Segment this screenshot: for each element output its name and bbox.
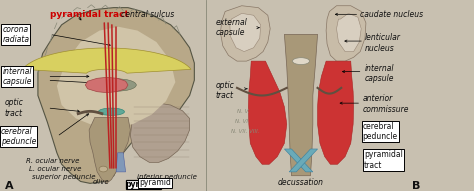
Text: lenticular
nucleus: lenticular nucleus [365,33,401,53]
Text: R. ocular nerve: R. ocular nerve [26,158,80,164]
Polygon shape [220,6,270,61]
Text: B: B [412,181,421,191]
Text: pyramid: pyramid [126,180,161,189]
Text: N. V.: N. V. [237,109,249,114]
Text: internal
capsule: internal capsule [365,64,394,83]
Polygon shape [337,13,361,52]
Text: superior peduncle: superior peduncle [32,174,96,180]
Text: cerebral
peduncle: cerebral peduncle [1,127,36,146]
Text: optic
tract: optic tract [216,81,235,100]
Polygon shape [284,34,318,176]
Polygon shape [230,13,261,52]
Polygon shape [57,27,175,128]
Polygon shape [130,103,190,162]
Text: olive: olive [92,179,109,185]
Text: A: A [5,181,13,191]
Text: decussation: decussation [277,178,323,188]
Text: pyramidal tract: pyramidal tract [50,10,128,19]
Text: external
capsule: external capsule [216,18,247,37]
Polygon shape [89,117,130,183]
Polygon shape [38,8,194,183]
Text: pyramid: pyramid [139,178,171,188]
Polygon shape [116,153,126,172]
FancyBboxPatch shape [126,180,161,189]
Text: anterior
commissure: anterior commissure [363,94,409,114]
Polygon shape [289,149,318,172]
Text: cerebral
peduncle: cerebral peduncle [363,122,398,142]
Text: internal
capsule: internal capsule [2,67,32,86]
Ellipse shape [99,166,108,172]
Text: N. VII. VIII.: N. VII. VIII. [231,129,260,134]
Text: central sulcus: central sulcus [121,10,174,19]
Polygon shape [318,61,354,164]
Ellipse shape [96,79,137,91]
Polygon shape [248,61,287,164]
Polygon shape [22,48,191,73]
Circle shape [292,58,310,65]
Text: inferior peduncle: inferior peduncle [137,174,197,180]
Text: L. ocular nerve: L. ocular nerve [29,166,82,172]
Text: N. VI.: N. VI. [235,119,249,124]
Text: pyramidal
tract: pyramidal tract [364,150,403,170]
Polygon shape [284,149,313,172]
Text: optic
tract: optic tract [5,98,24,118]
Polygon shape [326,6,366,61]
Text: caudate nucleus: caudate nucleus [360,10,423,19]
Polygon shape [85,77,128,93]
Ellipse shape [99,108,124,115]
Text: corona
radiata: corona radiata [2,25,29,44]
